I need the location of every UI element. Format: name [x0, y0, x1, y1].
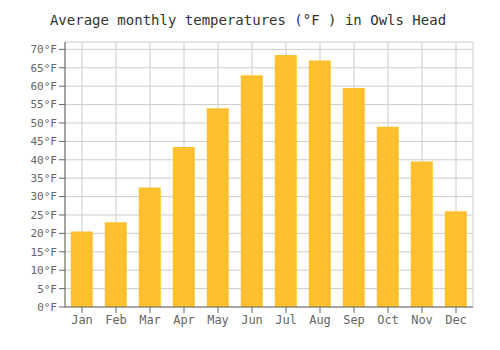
svg-text:45°F: 45°F: [31, 135, 58, 148]
svg-text:Oct: Oct: [377, 313, 399, 327]
svg-text:15°F: 15°F: [31, 246, 58, 259]
svg-text:25°F: 25°F: [31, 209, 58, 222]
svg-text:Aug: Aug: [309, 313, 331, 327]
svg-text:50°F: 50°F: [31, 117, 58, 130]
svg-text:40°F: 40°F: [31, 154, 58, 167]
svg-text:Mar: Mar: [139, 313, 161, 327]
svg-text:Nov: Nov: [411, 313, 433, 327]
svg-text:35°F: 35°F: [31, 172, 58, 185]
svg-text:Dec: Dec: [445, 313, 467, 327]
svg-text:Feb: Feb: [105, 313, 127, 327]
svg-text:65°F: 65°F: [31, 62, 58, 75]
svg-text:55°F: 55°F: [31, 98, 58, 111]
svg-text:20°F: 20°F: [31, 227, 58, 240]
svg-text:Jun: Jun: [241, 313, 263, 327]
svg-text:Sep: Sep: [343, 313, 365, 327]
svg-text:Jul: Jul: [275, 313, 297, 327]
svg-text:5°F: 5°F: [37, 283, 57, 296]
svg-text:Apr: Apr: [173, 313, 195, 327]
html-text:Average monthly temperatures (: Average monthly temperatures (°F ) in Ow…: [49, 12, 447, 28]
svg-text:30°F: 30°F: [31, 190, 58, 203]
svg-text:60°F: 60°F: [31, 80, 58, 93]
svg-text:Jan: Jan: [71, 313, 93, 327]
svg-text:May: May: [207, 313, 229, 327]
svg-text:0°F: 0°F: [37, 301, 57, 314]
svg-text:70°F: 70°F: [31, 43, 58, 56]
svg-text:10°F: 10°F: [31, 264, 58, 277]
